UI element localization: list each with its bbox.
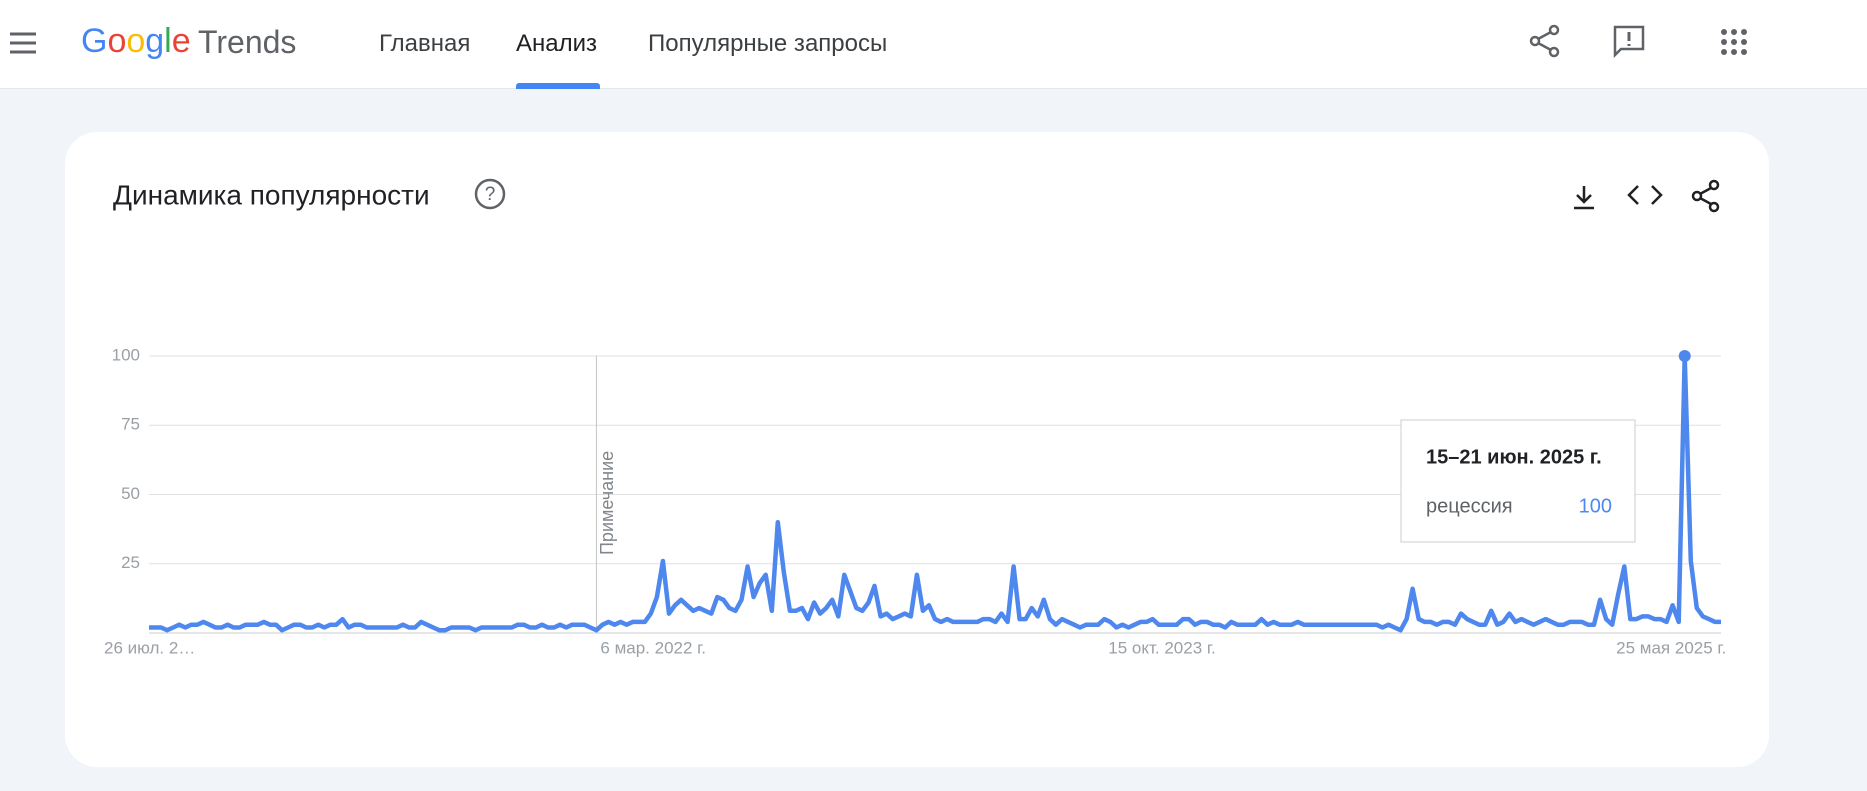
x-tick-label: 25 мая 2025 г. — [1616, 638, 1726, 657]
y-tick-label: 50 — [121, 484, 140, 503]
annotation: Примечание — [597, 451, 617, 555]
svg-text:?: ? — [485, 184, 496, 205]
help-icon[interactable]: ? — [474, 178, 506, 210]
x-tick-label: 15 окт. 2023 г. — [1108, 638, 1215, 657]
header: Google Trends Главная Анализ Популярные … — [0, 0, 1867, 89]
y-tick-label: 25 — [121, 553, 140, 572]
apps-icon[interactable] — [1720, 28, 1748, 56]
share-icon[interactable] — [1691, 179, 1720, 213]
tooltip: 15–21 июн. 2025 г. рецессия 100 — [1400, 419, 1636, 543]
active-indicator — [516, 83, 600, 89]
trend-line — [149, 353, 1721, 633]
card-title: Динамика популярности — [113, 179, 430, 210]
x-tick-label: 6 мар. 2022 г. — [600, 638, 706, 657]
y-tick-label: 75 — [121, 415, 140, 434]
tooltip-value: 100 — [1579, 495, 1612, 517]
menu-icon[interactable] — [8, 30, 40, 56]
embed-icon[interactable] — [1627, 185, 1663, 205]
tooltip-series: рецессия — [1426, 495, 1513, 517]
tooltip-box — [1400, 419, 1636, 543]
x-tick-label: 26 июл. 2… — [104, 638, 195, 657]
tooltip-date: 15–21 июн. 2025 г. — [1426, 446, 1602, 468]
nav-item[interactable]: Главная — [379, 30, 471, 57]
download-icon[interactable] — [1574, 186, 1594, 210]
product-name: Trends — [198, 24, 297, 60]
nav-item[interactable]: Популярные запросы — [648, 30, 888, 57]
feedback-icon[interactable] — [1612, 24, 1646, 58]
nav-item[interactable]: Анализ — [516, 30, 598, 57]
highlight-point — [1678, 350, 1691, 362]
logo[interactable]: Google — [81, 22, 191, 60]
share-icon[interactable] — [1528, 24, 1562, 58]
y-tick-label: 100 — [112, 345, 140, 364]
